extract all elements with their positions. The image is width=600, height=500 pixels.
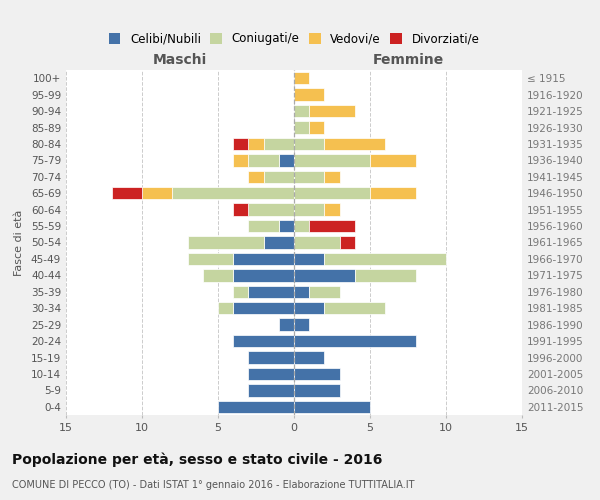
Bar (294, 286, 309, 298)
Bar (340, 236, 355, 248)
Bar (294, 105, 309, 117)
Bar (355, 269, 416, 281)
Bar (294, 170, 325, 183)
Bar (325, 302, 385, 314)
Bar (294, 154, 370, 166)
Bar (233, 269, 294, 281)
Bar (263, 170, 294, 183)
Bar (279, 318, 294, 331)
Bar (248, 220, 279, 232)
Bar (203, 269, 233, 281)
Bar (294, 122, 309, 134)
Bar (172, 187, 294, 200)
Bar (294, 220, 309, 232)
Bar (248, 368, 294, 380)
Bar (294, 335, 416, 347)
Text: Femmine: Femmine (373, 52, 443, 66)
Bar (142, 187, 172, 200)
Bar (248, 352, 294, 364)
Bar (248, 286, 294, 298)
Bar (188, 253, 233, 265)
Bar (309, 220, 355, 232)
Bar (294, 138, 325, 150)
Bar (263, 138, 294, 150)
Bar (248, 204, 294, 216)
Bar (112, 187, 142, 200)
Bar (233, 302, 294, 314)
Bar (248, 154, 279, 166)
Bar (188, 236, 263, 248)
Bar (233, 154, 248, 166)
Bar (325, 253, 446, 265)
Bar (370, 187, 416, 200)
Bar (248, 384, 294, 396)
Bar (294, 400, 370, 413)
Text: Popolazione per età, sesso e stato civile - 2016: Popolazione per età, sesso e stato civil… (12, 452, 382, 467)
Bar (294, 352, 325, 364)
Bar (233, 138, 248, 150)
Bar (248, 170, 263, 183)
Bar (294, 318, 309, 331)
Bar (370, 154, 416, 166)
Bar (233, 204, 248, 216)
Bar (218, 302, 233, 314)
Bar (294, 236, 340, 248)
Legend: Celibi/Nubili, Coniugati/e, Vedovi/e, Divorziati/e: Celibi/Nubili, Coniugati/e, Vedovi/e, Di… (104, 28, 484, 50)
Bar (294, 368, 340, 380)
Bar (325, 170, 340, 183)
Bar (263, 236, 294, 248)
Bar (309, 122, 325, 134)
Bar (294, 204, 325, 216)
Bar (325, 138, 385, 150)
Bar (233, 335, 294, 347)
Bar (294, 269, 355, 281)
Bar (294, 88, 325, 101)
Bar (294, 302, 325, 314)
Bar (309, 286, 340, 298)
Bar (279, 154, 294, 166)
Bar (309, 105, 355, 117)
Bar (218, 400, 294, 413)
Text: Maschi: Maschi (153, 52, 207, 66)
Bar (248, 138, 263, 150)
Bar (294, 187, 370, 200)
Y-axis label: Fasce di età: Fasce di età (14, 210, 24, 276)
Bar (294, 72, 309, 85)
Bar (233, 286, 248, 298)
Bar (279, 220, 294, 232)
Bar (294, 253, 325, 265)
Bar (294, 384, 340, 396)
Text: COMUNE DI PECCO (TO) - Dati ISTAT 1° gennaio 2016 - Elaborazione TUTTITALIA.IT: COMUNE DI PECCO (TO) - Dati ISTAT 1° gen… (12, 480, 415, 490)
Bar (325, 204, 340, 216)
Bar (233, 253, 294, 265)
